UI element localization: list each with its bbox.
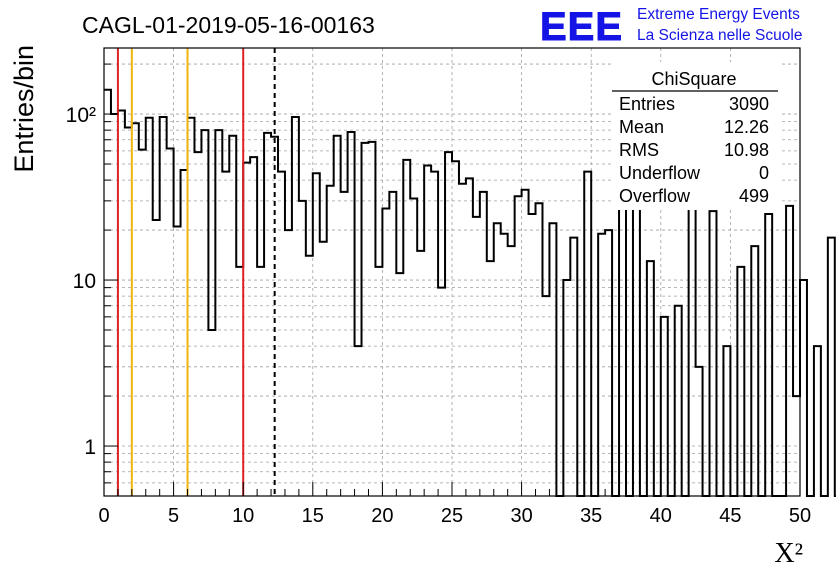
logo-line-2: La Scienza nelle Scuole	[637, 27, 802, 44]
logo-mark: EEE	[540, 5, 623, 49]
x-tick-label: 5	[168, 505, 179, 527]
grid-lines	[104, 48, 800, 496]
stats-value-mean: 12.26	[724, 117, 769, 137]
histogram	[104, 88, 836, 497]
stats-value-entries: 3090	[729, 94, 769, 114]
stats-label-entries: Entries	[619, 94, 675, 114]
tick-labels: 0 5 10 15 20 25 30 35 40 45 50 1 10 10²	[66, 104, 811, 527]
eee-logo: EEE Extreme Energy Events La Scienza nel…	[540, 5, 803, 50]
stats-label-rms: RMS	[619, 140, 659, 160]
stats-title: ChiSquare	[651, 69, 736, 89]
x-tick-label: 35	[580, 505, 602, 527]
stats-label-mean: Mean	[619, 117, 664, 137]
stats-value-rms: 10.98	[724, 140, 769, 160]
x-tick-label: 0	[98, 505, 109, 527]
stats-value-underflow: 0	[759, 163, 769, 183]
x-tick-label: 40	[650, 505, 672, 527]
logo-line-1: Extreme Energy Events	[637, 6, 800, 23]
stats-label-underflow: Underflow	[619, 163, 701, 183]
stats-value-overflow: 499	[739, 186, 769, 206]
y-tick-label: 10²	[66, 104, 96, 127]
x-tick-label: 50	[789, 505, 811, 527]
x-tick-label: 45	[719, 505, 741, 527]
x-tick-label: 10	[232, 505, 254, 527]
x-tick-label: 15	[302, 505, 324, 527]
chart-title: CAGL-01-2019-05-16-00163	[82, 12, 375, 38]
x-tick-label: 30	[510, 505, 532, 527]
axis-ticks	[103, 63, 801, 496]
histogram-outline	[104, 88, 836, 497]
y-tick-label: 10	[73, 270, 96, 293]
stats-label-overflow: Overflow	[619, 186, 691, 206]
marker-lines	[116, 48, 276, 496]
y-axis-label: Entries/bin	[9, 45, 39, 173]
y-tick-label: 1	[84, 436, 96, 459]
x-tick-label: 20	[371, 505, 393, 527]
stats-box-background	[612, 62, 780, 210]
x-tick-label: 25	[441, 505, 463, 527]
x-axis-label: X²	[774, 538, 803, 569]
stats-box: ChiSquare Entries 3090 Mean 12.26 RMS 10…	[612, 62, 780, 210]
